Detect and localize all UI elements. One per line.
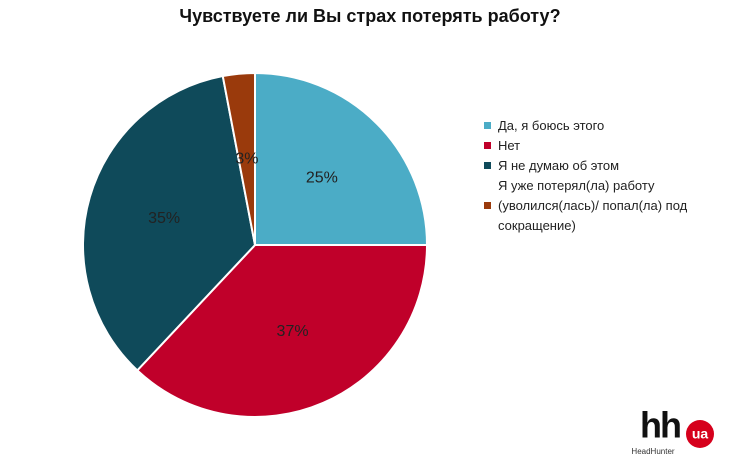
data-label: 35% (148, 210, 180, 227)
pie-slice (254, 71, 429, 246)
data-label: 25% (306, 169, 338, 186)
logo-caption: HeadHunter (631, 447, 674, 456)
logo-badge-circle (686, 420, 714, 448)
legend-swatch (484, 162, 491, 169)
pie-slice (135, 244, 429, 418)
logo-mark: hh (640, 405, 680, 446)
legend-label: Я уже потерял(ла) работу (уволился(лась)… (498, 178, 688, 233)
pie-slice (82, 74, 257, 372)
pie-slice (221, 71, 256, 246)
legend-label: Нет (498, 138, 521, 153)
data-label: 37% (277, 323, 309, 340)
legend-swatch (484, 202, 491, 209)
legend-swatch (484, 142, 491, 149)
legend-item: Я уже потерял(ла) работу (уволился(лась)… (484, 176, 699, 236)
logo-badge: ua (692, 426, 709, 442)
chart-title: Чувствуете ли Вы страх потерять работу? (179, 6, 560, 26)
legend: Да, я боюсь этого Нет Я не думаю об этом Я … (484, 116, 699, 236)
legend-label: Я не думаю об этом (498, 158, 620, 173)
data-label: 3% (235, 151, 258, 168)
legend-item: Да, я боюсь этого (484, 116, 699, 136)
legend-item: Я не думаю об этом (484, 156, 699, 176)
legend-swatch (484, 122, 491, 129)
legend-item: Нет (484, 136, 699, 156)
legend-label: Да, я боюсь этого (498, 118, 605, 133)
